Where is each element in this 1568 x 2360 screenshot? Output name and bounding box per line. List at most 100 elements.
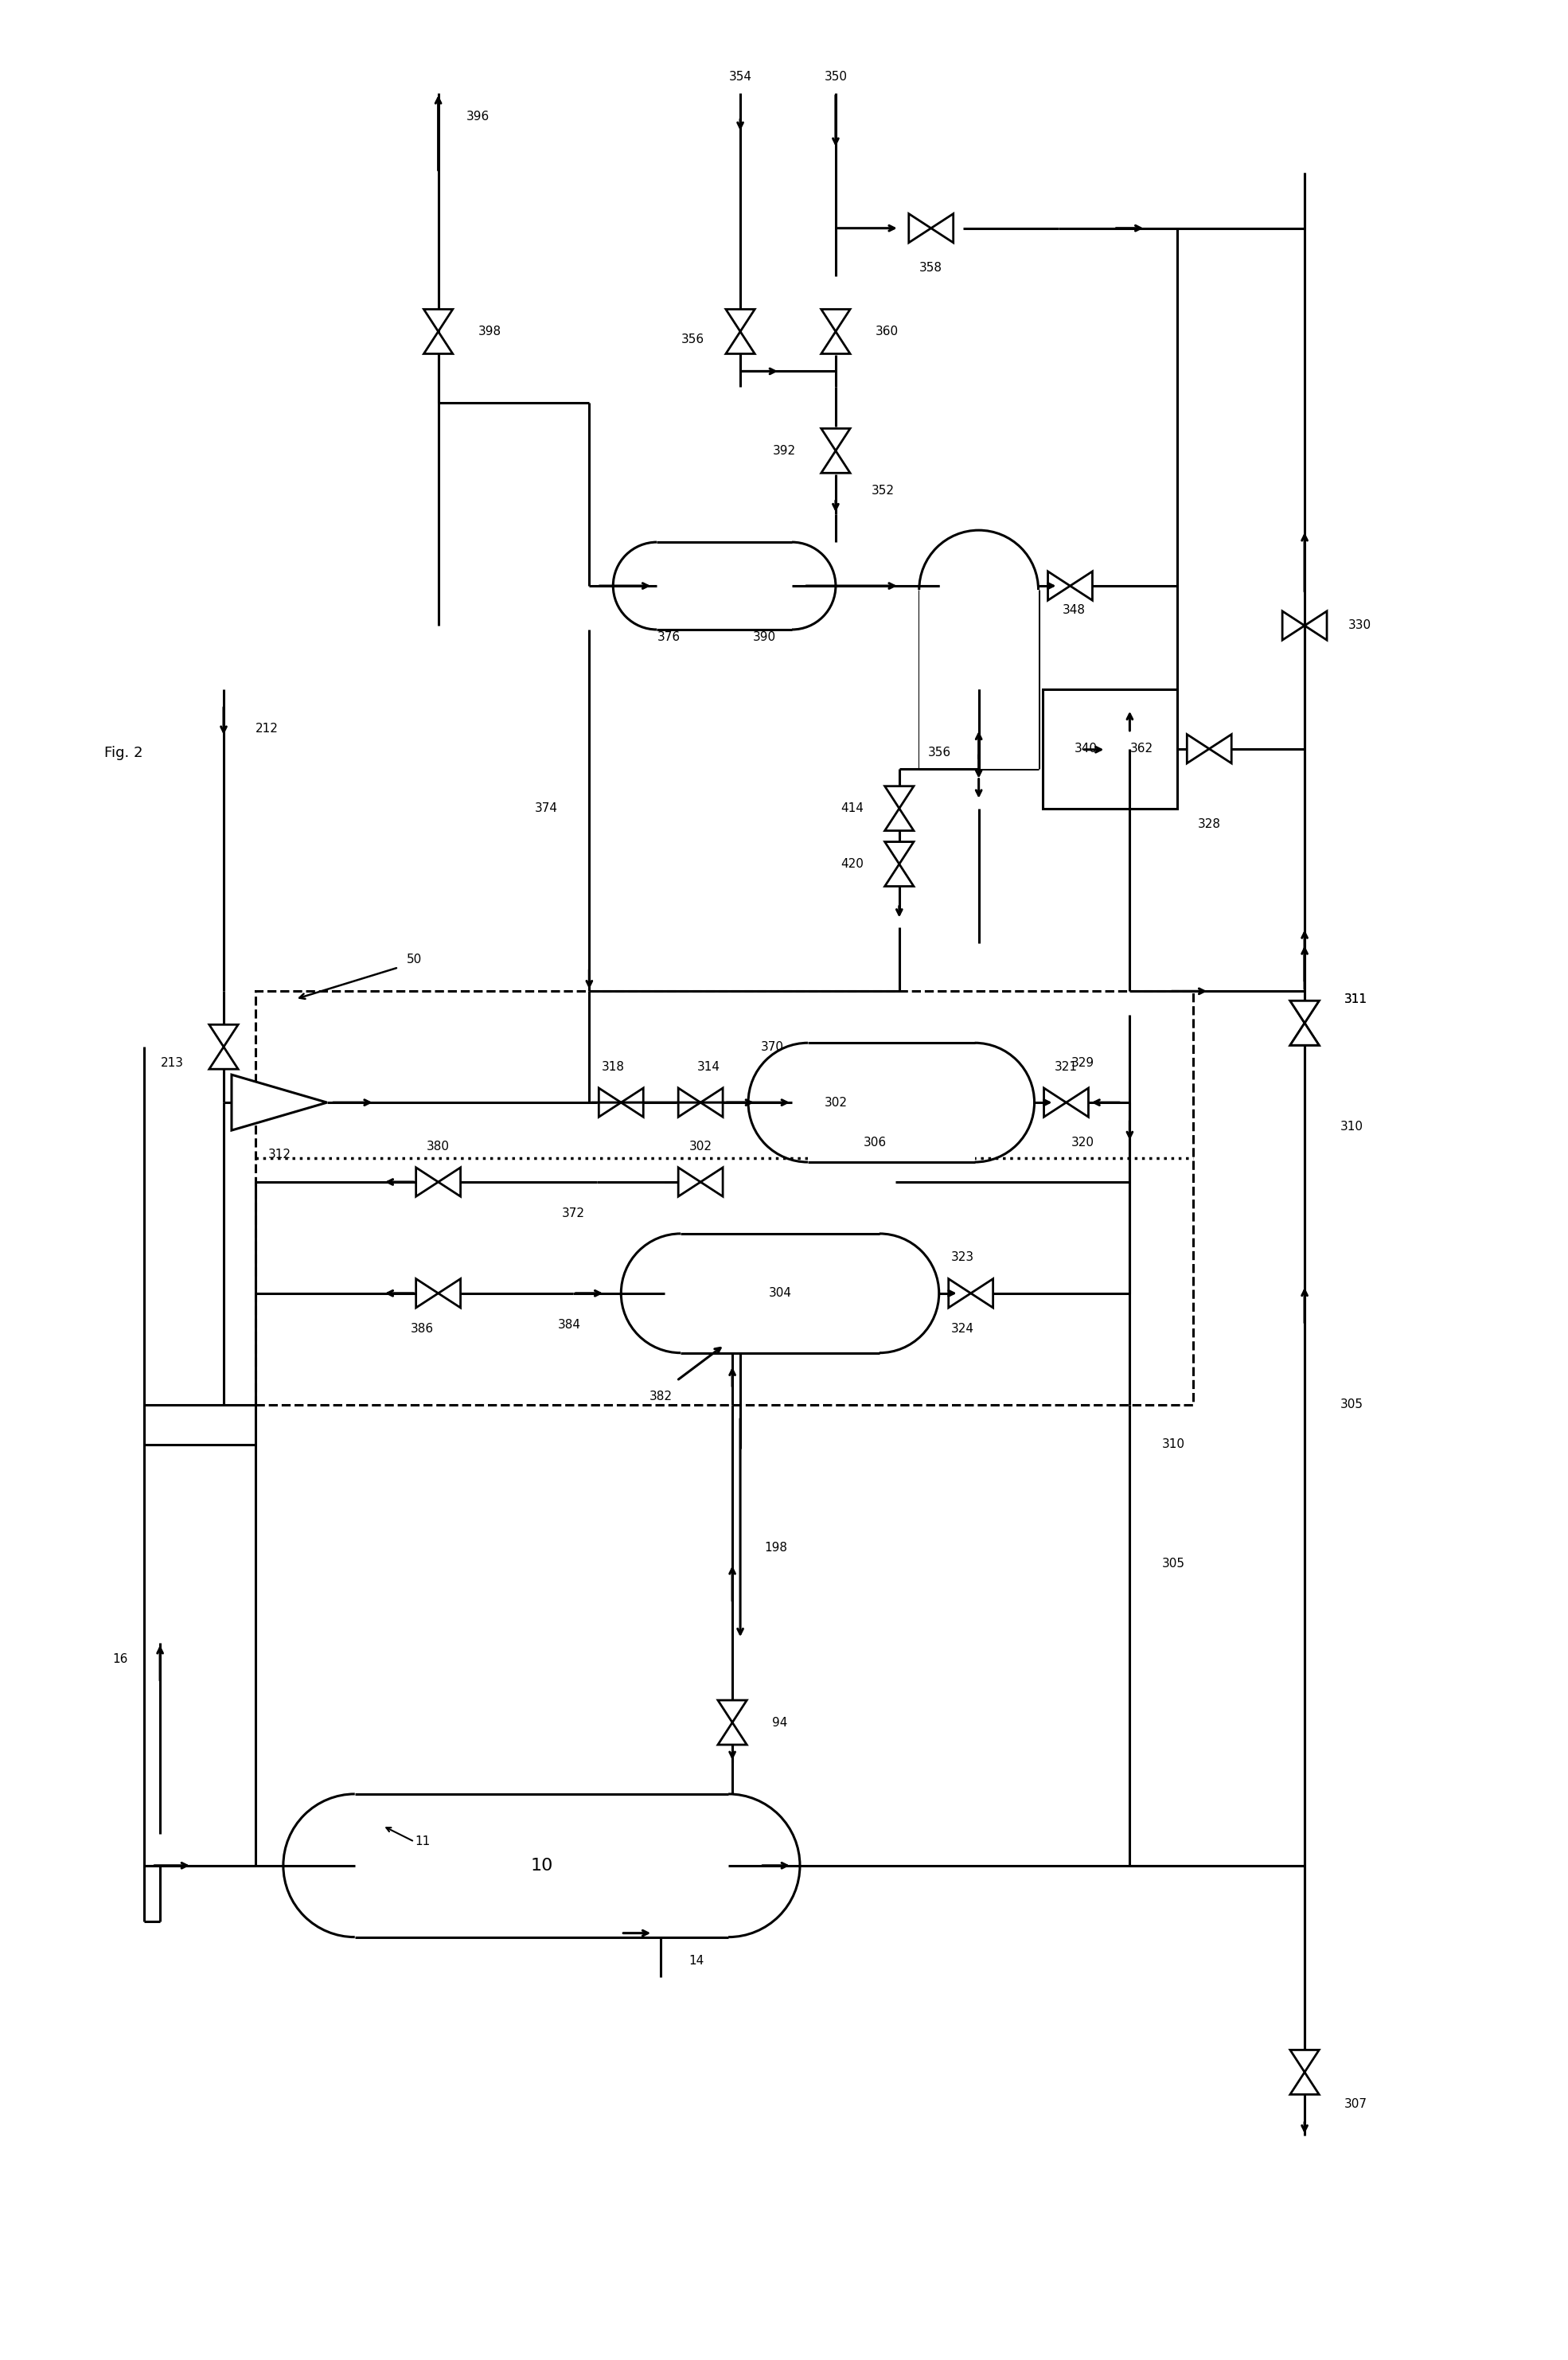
Bar xyxy=(256,991,1193,1404)
Text: 321: 321 xyxy=(1055,1060,1077,1074)
Polygon shape xyxy=(909,215,931,243)
Text: 350: 350 xyxy=(825,71,847,83)
Polygon shape xyxy=(718,1723,746,1744)
Polygon shape xyxy=(1066,1088,1088,1116)
Polygon shape xyxy=(1290,1022,1319,1045)
Polygon shape xyxy=(726,309,754,330)
Text: 386: 386 xyxy=(411,1324,434,1336)
Text: 380: 380 xyxy=(426,1140,450,1152)
Text: 396: 396 xyxy=(466,111,489,123)
Text: 310: 310 xyxy=(1162,1437,1184,1451)
Polygon shape xyxy=(232,1074,328,1130)
Text: 328: 328 xyxy=(1198,819,1221,831)
Bar xyxy=(919,590,1038,769)
Polygon shape xyxy=(1047,571,1069,599)
Text: 330: 330 xyxy=(1348,621,1372,632)
Text: 352: 352 xyxy=(872,484,894,496)
Text: 370: 370 xyxy=(760,1041,784,1053)
Polygon shape xyxy=(884,809,914,831)
Polygon shape xyxy=(416,1168,437,1197)
Text: 14: 14 xyxy=(688,1954,704,1966)
Polygon shape xyxy=(726,330,754,354)
Polygon shape xyxy=(209,1048,238,1069)
Text: 94: 94 xyxy=(771,1716,787,1728)
Text: 306: 306 xyxy=(864,1135,887,1149)
Polygon shape xyxy=(1305,611,1327,640)
Text: 302: 302 xyxy=(825,1097,847,1109)
Polygon shape xyxy=(1290,1001,1319,1022)
Text: 392: 392 xyxy=(773,444,797,458)
Text: 312: 312 xyxy=(268,1149,290,1161)
Polygon shape xyxy=(884,864,914,887)
Text: 11: 11 xyxy=(414,1836,430,1848)
Polygon shape xyxy=(884,843,914,864)
Bar xyxy=(354,1794,729,1938)
Text: 198: 198 xyxy=(764,1541,787,1553)
Polygon shape xyxy=(1283,611,1305,640)
Text: 318: 318 xyxy=(602,1060,624,1074)
Text: 310: 310 xyxy=(1341,1121,1364,1133)
Text: 360: 360 xyxy=(875,326,898,337)
Text: 372: 372 xyxy=(561,1208,585,1220)
Polygon shape xyxy=(701,1088,723,1116)
Text: Fig. 2: Fig. 2 xyxy=(105,746,143,760)
Text: 398: 398 xyxy=(478,326,502,337)
Polygon shape xyxy=(1290,2072,1319,2093)
Text: 213: 213 xyxy=(162,1057,183,1069)
Text: 320: 320 xyxy=(1071,1135,1094,1149)
Polygon shape xyxy=(437,1168,461,1197)
Bar xyxy=(657,543,792,630)
Polygon shape xyxy=(822,330,850,354)
Text: 10: 10 xyxy=(530,1857,554,1874)
Polygon shape xyxy=(1044,1088,1066,1116)
Polygon shape xyxy=(949,1279,971,1307)
Polygon shape xyxy=(621,1088,643,1116)
Polygon shape xyxy=(822,309,850,330)
Polygon shape xyxy=(679,1168,701,1197)
Text: 302: 302 xyxy=(688,1140,712,1152)
Polygon shape xyxy=(416,1279,437,1307)
Polygon shape xyxy=(1187,734,1209,762)
Polygon shape xyxy=(1069,571,1093,599)
Text: 311: 311 xyxy=(1344,994,1367,1005)
Text: 305: 305 xyxy=(1162,1558,1184,1569)
Text: 390: 390 xyxy=(753,632,776,644)
Bar xyxy=(1043,689,1178,809)
Text: 307: 307 xyxy=(1344,2098,1367,2110)
Text: 376: 376 xyxy=(657,632,681,644)
Text: 212: 212 xyxy=(256,722,279,734)
Polygon shape xyxy=(718,1699,746,1723)
Text: 356: 356 xyxy=(682,333,704,345)
Polygon shape xyxy=(822,430,850,451)
Polygon shape xyxy=(1290,2051,1319,2072)
Polygon shape xyxy=(1290,1001,1319,1022)
Text: 414: 414 xyxy=(840,802,864,814)
Text: 358: 358 xyxy=(919,262,942,274)
Text: 329: 329 xyxy=(1071,1057,1094,1069)
Polygon shape xyxy=(679,1088,701,1116)
Polygon shape xyxy=(884,786,914,809)
Text: 314: 314 xyxy=(696,1060,720,1074)
Polygon shape xyxy=(971,1279,993,1307)
Text: 348: 348 xyxy=(1062,604,1085,616)
Polygon shape xyxy=(209,1024,238,1048)
Text: 311: 311 xyxy=(1344,994,1367,1005)
Polygon shape xyxy=(423,309,453,330)
Text: 384: 384 xyxy=(558,1319,580,1331)
Text: 356: 356 xyxy=(928,746,950,760)
Polygon shape xyxy=(701,1168,723,1197)
Bar xyxy=(808,1043,975,1161)
Text: 305: 305 xyxy=(1341,1399,1364,1411)
Polygon shape xyxy=(1209,734,1231,762)
Text: 304: 304 xyxy=(768,1286,792,1300)
Text: 382: 382 xyxy=(649,1390,673,1402)
Bar xyxy=(681,1234,880,1352)
Text: 323: 323 xyxy=(952,1251,974,1263)
Text: 354: 354 xyxy=(729,71,751,83)
Polygon shape xyxy=(931,215,953,243)
Polygon shape xyxy=(599,1088,621,1116)
Text: 362: 362 xyxy=(1131,743,1152,755)
Text: 16: 16 xyxy=(113,1652,129,1664)
Text: 340: 340 xyxy=(1074,743,1098,755)
Polygon shape xyxy=(423,330,453,354)
